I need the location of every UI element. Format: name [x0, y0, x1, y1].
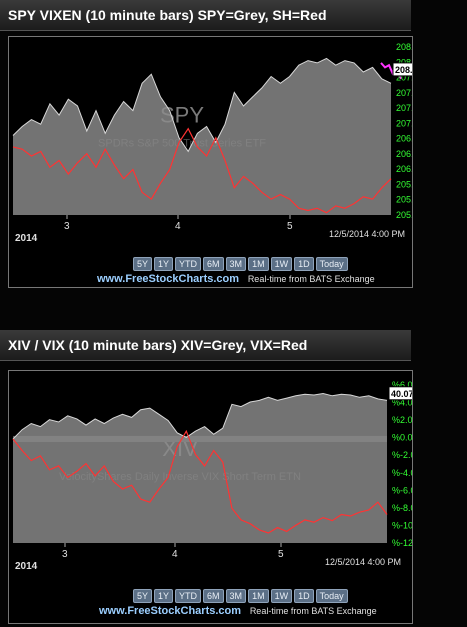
range-1w-button[interactable]: 1W — [270, 257, 293, 271]
y-tick-label: 207.60 — [396, 88, 412, 98]
spy-chart-area: SPYSPDRs S&P 500 Trust Series ETF208.502… — [8, 36, 413, 288]
y-tick-label: %2.00 — [392, 415, 412, 425]
year-label: 2014 — [15, 561, 38, 572]
xiv-panel: XIV / VIX (10 minute bars) XIV=Grey, VIX… — [0, 330, 467, 627]
last-value-box — [392, 62, 412, 77]
range-3m-button[interactable]: 3M — [225, 589, 247, 603]
range-1d-button[interactable]: 1D — [294, 589, 314, 603]
range-5y-button[interactable]: 5Y — [133, 257, 153, 271]
range-1m-button[interactable]: 1M — [248, 589, 269, 603]
y-tick-label: %-4.00 — [392, 468, 412, 478]
y-tick-label: 208.50 — [396, 42, 412, 52]
range-1y-button[interactable]: 1Y — [154, 257, 174, 271]
range-ytd-button[interactable]: YTD — [175, 257, 202, 271]
xiv-chart-svg: XIVVelocityShares Daily Inverse VIX Shor… — [12, 380, 412, 572]
series-xiv-area — [13, 393, 387, 543]
y-tick-label: 207.00 — [396, 118, 412, 128]
x-tick-label: 3 — [62, 549, 68, 560]
series-sh-line — [12, 127, 392, 214]
y-tick-label: 206.10 — [396, 164, 412, 174]
spy-title-bar: SPY VIXEN (10 minute bars) SPY=Grey, SH=… — [0, 0, 411, 31]
last-value-box — [388, 386, 412, 401]
spy-chart-title: SPY VIXEN (10 minute bars) SPY=Grey, SH=… — [8, 7, 327, 23]
timestamp-label: 12/5/2014 4:00 PM — [325, 557, 401, 567]
last-value-label: 40.07 — [391, 389, 412, 399]
y-tick-label: 206.40 — [396, 149, 412, 159]
y-tick-label: 205.50 — [396, 195, 412, 205]
range-3m-button[interactable]: 3M — [225, 257, 247, 271]
range-ytd-button[interactable]: YTD — [175, 589, 202, 603]
series-vix-line — [12, 429, 388, 534]
series-spy-area — [13, 58, 391, 216]
source-label: Real-time from BATS Exchange — [249, 606, 377, 616]
y-tick-label: %-6.00 — [392, 485, 412, 495]
y-tick-label: 206.70 — [396, 134, 412, 144]
range-1m-button[interactable]: 1M — [248, 257, 269, 271]
y-tick-label: %-10.00 — [392, 520, 412, 530]
x-tick-label: 4 — [175, 221, 181, 232]
range-6m-button[interactable]: 6M — [203, 257, 224, 271]
x-tick-label: 4 — [172, 549, 178, 560]
range-6m-button[interactable]: 6M — [203, 589, 224, 603]
year-label: 2014 — [15, 233, 38, 244]
range-1d-button[interactable]: 1D — [294, 257, 314, 271]
series-xiv-outline — [12, 392, 388, 440]
y-tick-label: %6.00 — [392, 380, 412, 390]
y-tick-label: %0.00 — [392, 433, 412, 443]
source-label: Real-time from BATS Exchange — [247, 274, 375, 284]
xiv-title-bar: XIV / VIX (10 minute bars) XIV=Grey, VIX… — [0, 330, 411, 361]
last-value-label: 208.00 — [395, 65, 412, 75]
range-1w-button[interactable]: 1W — [270, 589, 293, 603]
range-1y-button[interactable]: 1Y — [154, 589, 174, 603]
site-link[interactable]: www.FreeStockCharts.com — [99, 605, 242, 617]
spy-chart-svg: SPYSPDRs S&P 500 Trust Series ETF208.502… — [12, 42, 412, 244]
spy-range-buttons: 5Y 1Y YTD 6M 3M 1M 1W 1D Today — [133, 257, 348, 271]
range-today-button[interactable]: Today — [315, 257, 348, 271]
spy-footer: www.FreeStockCharts.com Real-time from B… — [97, 273, 375, 285]
site-link[interactable]: www.FreeStockCharts.com — [97, 273, 240, 285]
y-tick-label: %-12.00 — [392, 538, 412, 548]
y-tick-label: 208.20 — [396, 57, 412, 67]
series-spy-outline — [12, 57, 392, 153]
y-tick-label: %4.00 — [392, 398, 412, 408]
y-tick-label: 205.20 — [396, 210, 412, 220]
xiv-chart-area: XIVVelocityShares Daily Inverse VIX Shor… — [8, 370, 413, 624]
y-tick-label: 207.90 — [396, 73, 412, 83]
xiv-footer: www.FreeStockCharts.com Real-time from B… — [99, 605, 377, 617]
xiv-chart-title: XIV / VIX (10 minute bars) XIV=Grey, VIX… — [8, 337, 308, 353]
xiv-range-buttons: 5Y 1Y YTD 6M 3M 1M 1W 1D Today — [133, 589, 348, 603]
timestamp-label: 12/5/2014 4:00 PM — [329, 229, 405, 239]
spy-panel: SPY VIXEN (10 minute bars) SPY=Grey, SH=… — [0, 0, 467, 290]
range-5y-button[interactable]: 5Y — [133, 589, 153, 603]
y-tick-label: %-8.00 — [392, 503, 412, 513]
y-tick-label: %-2.00 — [392, 450, 412, 460]
y-tick-label: 207.30 — [396, 103, 412, 113]
x-tick-label: 5 — [278, 549, 284, 560]
y-tick-label: 205.80 — [396, 179, 412, 189]
range-today-button[interactable]: Today — [315, 589, 348, 603]
x-tick-label: 3 — [64, 221, 70, 232]
x-tick-label: 5 — [287, 221, 293, 232]
